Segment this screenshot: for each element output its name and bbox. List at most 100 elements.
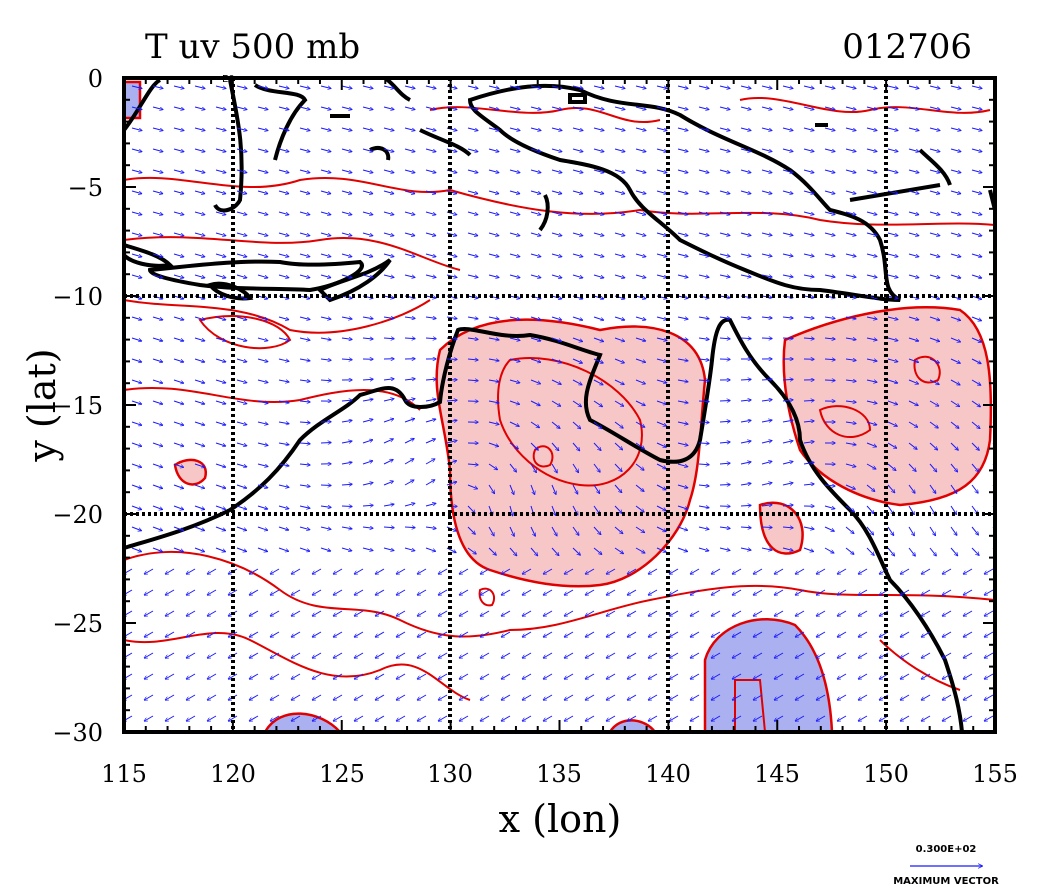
wind-vector xyxy=(887,85,898,88)
wind-vector xyxy=(635,547,645,553)
wind-vector xyxy=(215,547,225,552)
wind-vector xyxy=(320,106,331,110)
wind-vector xyxy=(824,85,835,88)
wind-vector xyxy=(299,359,310,361)
wind-vector xyxy=(215,358,226,362)
wind-vector xyxy=(656,169,667,173)
wind-vector xyxy=(131,400,142,404)
wind-vector xyxy=(173,253,184,257)
wind-vector xyxy=(845,505,854,512)
wind-vector xyxy=(795,568,805,574)
wind-vector xyxy=(929,463,937,472)
wind-vector xyxy=(131,379,142,383)
wind-vector xyxy=(698,169,709,173)
wind-vector xyxy=(459,715,469,721)
wind-vector xyxy=(908,337,919,341)
wind-vector xyxy=(257,148,268,152)
wind-vector xyxy=(614,505,622,513)
wind-vector xyxy=(593,106,604,110)
wind-vector xyxy=(404,190,415,194)
wind-vector xyxy=(950,337,960,342)
plot-date: 012706 xyxy=(842,27,972,67)
wind-vector xyxy=(194,547,204,552)
wind-vector xyxy=(803,85,814,88)
wind-vector xyxy=(236,316,247,320)
wind-vector xyxy=(404,232,415,236)
wind-vector xyxy=(761,548,772,550)
wind-vector xyxy=(816,610,826,616)
wind-vector xyxy=(564,673,574,679)
wind-vector xyxy=(719,169,730,173)
wind-vector xyxy=(362,190,373,194)
wind-vector xyxy=(257,253,268,257)
wind-vector xyxy=(837,715,847,721)
wind-vector xyxy=(761,232,772,235)
wind-vector xyxy=(677,505,688,509)
wind-vector xyxy=(971,274,982,278)
wind-vector xyxy=(921,610,931,616)
wind-vector xyxy=(438,589,448,595)
wind-vector xyxy=(278,526,289,530)
wind-vector xyxy=(152,337,163,341)
wind-vector xyxy=(480,589,490,595)
wind-vector xyxy=(404,480,414,486)
wind-vector xyxy=(635,400,645,405)
wind-vector xyxy=(719,547,730,550)
wind-vector xyxy=(131,106,142,110)
wind-vector xyxy=(803,148,814,152)
wind-vector xyxy=(165,694,175,700)
wind-vector xyxy=(173,547,183,552)
wind-vector xyxy=(375,610,385,616)
wind-vector xyxy=(572,169,583,173)
wind-vector xyxy=(774,568,784,574)
wind-vector xyxy=(152,211,163,215)
wind-vector xyxy=(320,380,331,381)
wind-vector xyxy=(837,694,847,700)
wind-vector xyxy=(669,652,679,658)
wind-vector xyxy=(270,673,280,679)
wind-vector xyxy=(837,673,847,679)
wind-vector xyxy=(362,461,373,465)
wind-vector xyxy=(215,169,226,173)
wind-vector xyxy=(207,694,217,700)
wind-vector xyxy=(480,694,490,700)
wind-vector xyxy=(438,610,448,616)
wind-vector xyxy=(299,127,310,131)
wind-vector xyxy=(753,589,763,595)
wind-vector xyxy=(467,148,478,152)
wind-vector xyxy=(522,589,532,595)
wind-vector xyxy=(215,190,226,194)
wind-vector xyxy=(425,547,435,551)
wind-vector xyxy=(354,610,364,616)
wind-vector xyxy=(690,568,700,574)
wind-vector xyxy=(131,232,142,236)
wind-vector xyxy=(774,610,784,616)
wind-vector xyxy=(908,442,917,449)
wind-vector xyxy=(698,359,709,360)
wind-vector xyxy=(593,253,604,257)
wind-vector xyxy=(228,673,238,679)
wind-vector xyxy=(333,631,343,637)
wind-vector xyxy=(719,317,730,318)
wind-vector xyxy=(824,148,835,152)
x-tick-label: 125 xyxy=(319,760,365,788)
wind-vector xyxy=(551,127,562,131)
wind-vector xyxy=(362,399,373,401)
wind-vector xyxy=(606,589,616,595)
wind-vector xyxy=(971,337,981,342)
wind-vector xyxy=(530,379,540,384)
wind-vector xyxy=(404,439,414,444)
wind-vector xyxy=(404,338,415,339)
wind-vector xyxy=(152,253,163,257)
wind-vector xyxy=(354,652,364,658)
wind-vector xyxy=(929,148,940,152)
wind-vector xyxy=(921,673,931,679)
wind-vector xyxy=(963,568,973,574)
wind-vector xyxy=(467,253,478,257)
wind-vector xyxy=(963,694,973,700)
wind-vector xyxy=(677,380,688,382)
wind-vector xyxy=(467,380,478,381)
wind-vector xyxy=(719,401,730,402)
wind-vector xyxy=(509,421,519,426)
wind-vector xyxy=(719,211,730,215)
